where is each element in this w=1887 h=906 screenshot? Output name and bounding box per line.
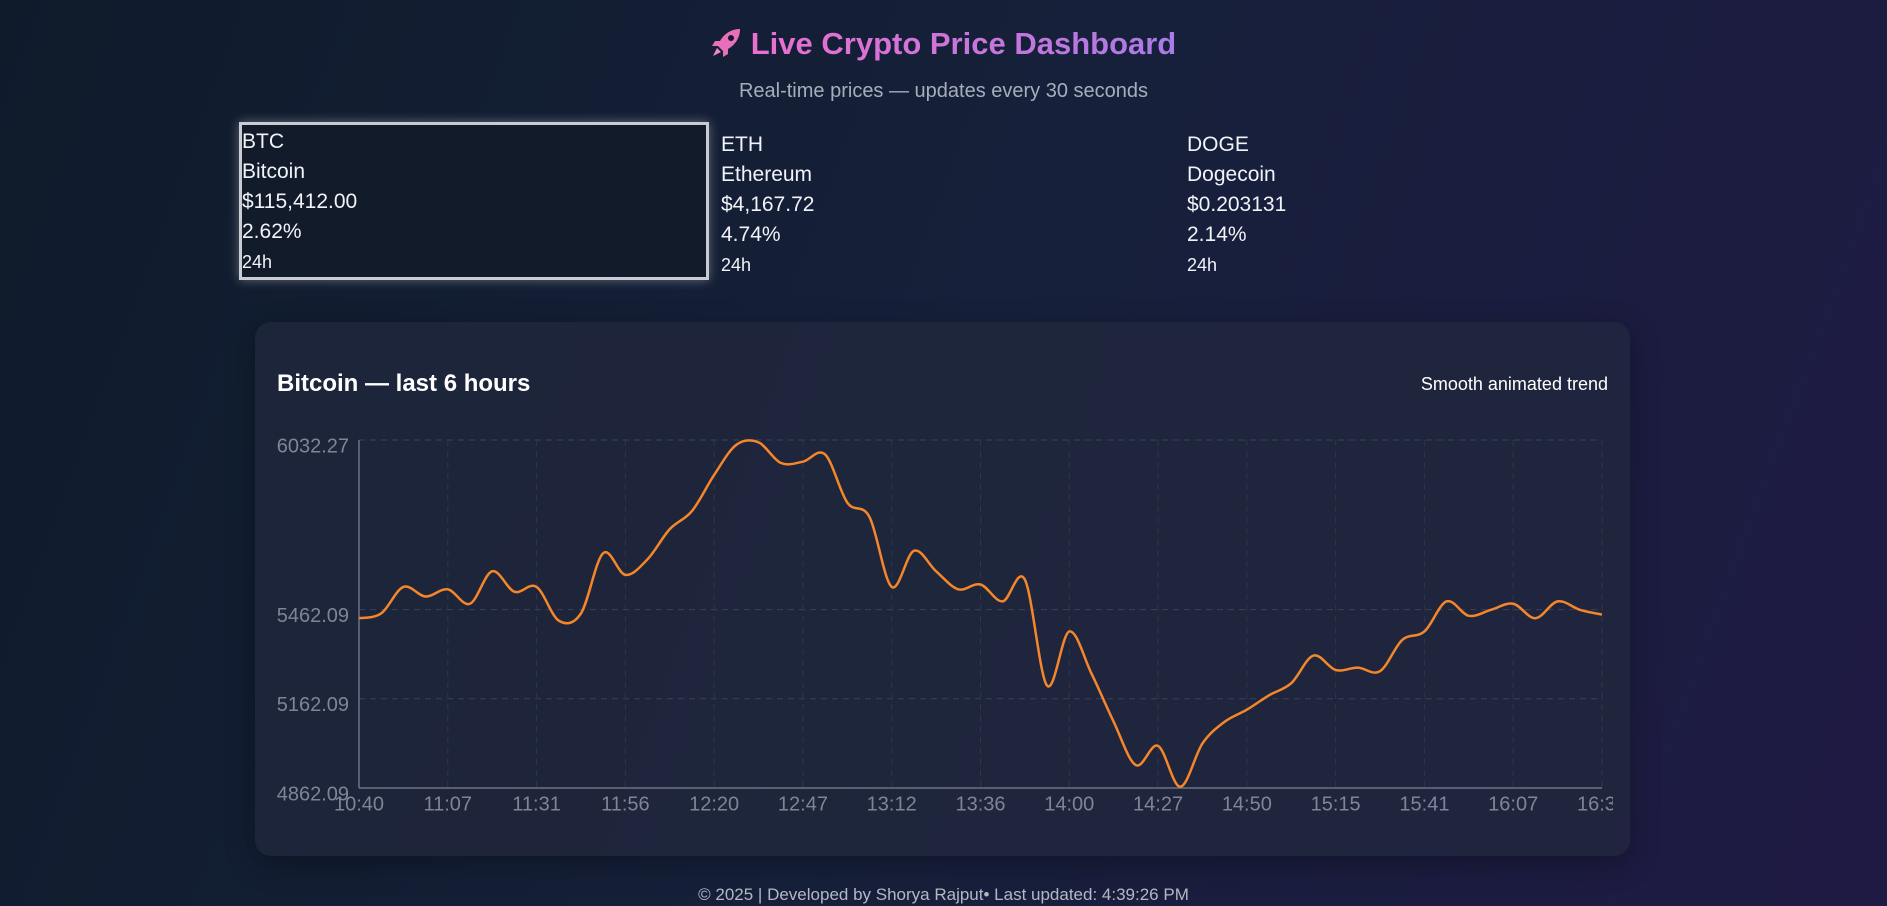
coin-period: 24h (1187, 255, 1218, 275)
coin-period: 24h (721, 255, 752, 275)
header-subtitle: Real-time prices — updates every 30 seco… (738, 80, 1149, 102)
chart: 114862.09 115162.09 115462.09 116032.27 10:4… (277, 435, 1613, 815)
x-tick-label: 14:50 (1222, 793, 1272, 815)
x-tick-label: 14:27 (1133, 793, 1183, 815)
coin-change: 2.14% (1187, 223, 1247, 246)
coin-change: 4.74% (721, 223, 781, 246)
coin-card[interactable]: BTC Bitcoin $115,412.00 2.62% 24h (239, 122, 709, 280)
y-tick-label: 116032.27 (277, 435, 349, 457)
x-tick-label: 12:47 (778, 793, 828, 815)
coin-card[interactable]: ETH Ethereum $4,167.72 4.74% 24h (721, 130, 814, 280)
chart-title: Bitcoin — last 6 hours (277, 370, 531, 397)
coin-name: Dogecoin (1187, 163, 1276, 186)
x-tick-label: 13:36 (955, 793, 1005, 815)
coin-price: $4,167.72 (721, 193, 815, 216)
header-title: Live Crypto Price Dashboard (0, 26, 1887, 62)
coin-symbol: DOGE (1187, 133, 1249, 156)
chart-annotation: Smooth animated trend (1420, 374, 1608, 394)
x-tick-label: 11:07 (423, 793, 472, 815)
x-tick-label: 11:31 (512, 793, 561, 815)
title-text: Live Crypto Price Dashboard (750, 26, 1177, 61)
price-line (358, 439, 1603, 789)
footer: © 2025 | Developed by Shorya Rajput• Las… (698, 885, 1189, 904)
x-tick-label: 10:40 (334, 793, 384, 815)
x-tick-label: 13:12 (867, 793, 917, 815)
x-tick-label: 14:00 (1044, 793, 1094, 815)
y-tick-label: 114862.09 (277, 783, 349, 805)
coin-period: 24h (242, 252, 273, 272)
coin-name: Bitcoin (242, 160, 306, 183)
coin-price: $0.203131 (1187, 193, 1287, 216)
x-tick-label: 12:20 (689, 793, 739, 815)
rocket-icon (711, 29, 740, 57)
x-tick-label: 11:56 (601, 793, 650, 815)
coin-change: 2.62% (242, 220, 302, 243)
y-tick-label: 115162.09 (277, 694, 349, 716)
coin-price: $115,412.00 (242, 190, 358, 213)
x-tick-label: 15:41 (1399, 793, 1449, 815)
coin-symbol: ETH (721, 133, 763, 156)
x-tick-label: 16:07 (1488, 793, 1538, 815)
x-tick-label: 16:39 (1577, 793, 1613, 815)
coin-symbol: BTC (242, 130, 284, 153)
coin-name: Ethereum (721, 163, 813, 186)
chart-card (255, 322, 1630, 856)
x-tick-label: 15:15 (1311, 793, 1361, 815)
y-tick-label: 115462.09 (277, 605, 349, 627)
coin-card[interactable]: DOGE Dogecoin $0.203131 2.14% 24h (1187, 130, 1286, 280)
